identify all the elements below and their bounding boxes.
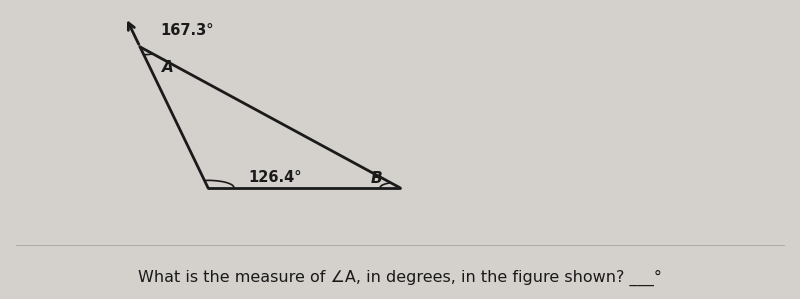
Text: What is the measure of ∠A, in degrees, in the figure shown? ___°: What is the measure of ∠A, in degrees, i… bbox=[138, 270, 662, 286]
Text: 167.3°: 167.3° bbox=[160, 24, 214, 39]
Text: B: B bbox=[370, 171, 382, 186]
Text: A: A bbox=[162, 60, 174, 75]
Text: 126.4°: 126.4° bbox=[248, 170, 302, 185]
